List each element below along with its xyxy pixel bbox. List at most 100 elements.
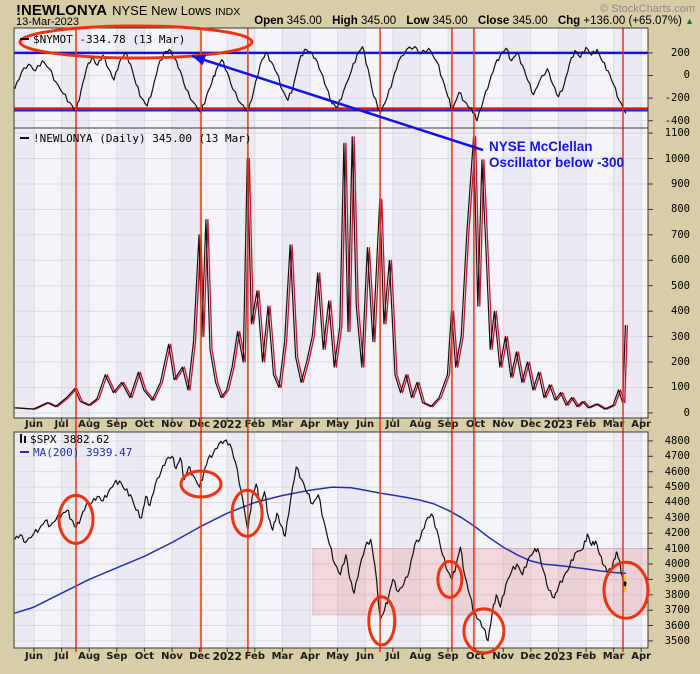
x-axis-label: Aug: [409, 419, 432, 430]
y-axis-label: 4700: [664, 450, 690, 463]
x-axis-label: Oct: [465, 419, 486, 430]
y-axis-label: 0: [683, 406, 690, 419]
x-axis-label: May: [326, 419, 350, 430]
x-axis-label: Jun: [356, 651, 375, 662]
y-axis-label: -200: [664, 92, 690, 105]
x-axis-label: Sep: [106, 419, 128, 430]
chg-up-triangle-icon: ▲: [685, 16, 694, 26]
y-axis-label: 1000: [664, 152, 690, 165]
y-axis-label: 100: [671, 381, 690, 394]
y-axis-label: 4200: [664, 527, 690, 540]
chg-value: +136.00 (+65.07%): [583, 15, 682, 27]
y-axis-label: 4400: [664, 496, 690, 509]
x-axis-label: 2022: [212, 419, 242, 431]
y-axis-label: 3800: [664, 588, 690, 601]
x-axis-label: Nov: [492, 651, 515, 662]
x-axis-label: 2022: [212, 651, 242, 663]
y-axis-label: 4500: [664, 481, 690, 494]
x-axis-label: May: [326, 651, 350, 662]
symbol-name: NYSE New Lows: [112, 3, 212, 18]
y-axis-label: 3700: [664, 604, 690, 617]
y-axis-label: 0: [683, 69, 690, 82]
x-axis-label: Jun: [356, 419, 375, 430]
y-axis-label: 4000: [664, 558, 690, 570]
spx-legend: $SPX 3882.62: [19, 433, 109, 446]
x-axis-label: Oct: [134, 419, 154, 430]
y-axis-label: -400: [664, 114, 690, 127]
y-axis-label: 500: [671, 279, 690, 292]
x-axis-label: Sep: [106, 651, 128, 662]
spx-legend-label: $SPX 3882.62: [30, 433, 110, 446]
x-axis-label: Dec: [520, 419, 542, 430]
x-axis-label: Mar: [602, 651, 625, 662]
y-axis-label: 300: [671, 330, 690, 343]
symbol-title: !NEWLONYA: [16, 2, 108, 19]
y-axis-label: 400: [671, 305, 690, 318]
y-axis-label: 4100: [664, 542, 690, 555]
x-axis-label: Apr: [300, 651, 320, 662]
high-label: High: [332, 15, 358, 27]
y-axis-label: 3500: [664, 634, 690, 647]
high-value: 345.00: [360, 15, 397, 27]
y-axis-label: 200: [671, 46, 690, 59]
oscillator-legend: $NYMOT -334.78 (13 Mar): [20, 33, 185, 46]
x-axis-label: 2023: [543, 651, 573, 663]
ma-legend: MA(200) 3939.47: [20, 446, 132, 459]
chart-header: !NEWLONYA NYSE New Lows INDX: [16, 2, 240, 20]
newlows-legend: !NEWLONYA (Daily) 345.00 (13 Mar): [20, 132, 252, 145]
y-axis-label: 900: [671, 177, 690, 190]
oscillator-line-swatch-icon: [20, 38, 29, 40]
y-axis-label: 1100: [664, 127, 690, 140]
x-axis-label: Dec: [189, 419, 211, 430]
y-axis-label: 700: [671, 228, 690, 241]
x-axis-label: Jul: [54, 651, 69, 662]
close-label: Close: [477, 15, 510, 27]
x-axis-label: Jun: [25, 419, 43, 430]
annotation-line1: NYSE McClellan: [489, 139, 593, 154]
symbol-exchange: INDX: [215, 6, 241, 18]
copyright-label: © StockCharts.com: [600, 3, 695, 15]
candlestick-icon: [19, 434, 27, 443]
x-axis-label: Aug: [78, 651, 101, 662]
x-axis-label: Sep: [437, 419, 459, 430]
x-axis-label: Apr: [300, 419, 320, 430]
x-axis-label: Jul: [54, 419, 69, 430]
x-axis-label: Feb: [575, 651, 597, 662]
y-axis-label: 4300: [664, 511, 690, 524]
x-axis-label: Feb: [244, 651, 265, 662]
annotation-line2: Oscillator below -300: [489, 155, 625, 170]
y-axis-label: 600: [671, 254, 690, 267]
close-value: 345.00: [512, 15, 548, 27]
x-axis-label: Oct: [465, 651, 486, 662]
low-value: 345.00: [432, 15, 468, 27]
x-axis-label: Oct: [134, 651, 154, 662]
x-axis-label: Feb: [575, 419, 597, 430]
newlows-legend-label: !NEWLONYA (Daily) 345.00 (13 Mar): [33, 132, 252, 145]
x-axis-label: Aug: [409, 651, 432, 662]
x-axis-label: Mar: [602, 419, 625, 430]
y-axis-label: 3600: [664, 619, 690, 632]
x-axis-label: Jul: [385, 419, 400, 430]
x-axis-label: Mar: [271, 419, 294, 430]
x-axis-label: Sep: [437, 651, 459, 662]
x-axis-label: Nov: [161, 419, 183, 430]
newlows-line-swatch-icon: [20, 137, 29, 139]
y-axis-label: 4800: [664, 434, 690, 447]
x-axis-label: Nov: [492, 419, 515, 430]
x-axis-label: Mar: [271, 651, 294, 662]
x-axis-label: Aug: [78, 419, 101, 430]
x-axis-label: Nov: [161, 651, 183, 662]
x-axis-label: Dec: [520, 651, 542, 662]
ohlc-readout: Open 345.00 High 345.00 Low 345.00 Close…: [254, 15, 694, 27]
y-axis-label: 3900: [664, 573, 690, 586]
y-axis-label: 200: [671, 356, 690, 369]
oscillator-legend-label: $NYMOT -334.78 (13 Mar): [33, 33, 186, 46]
ma-line-swatch-icon: [20, 451, 29, 453]
chg-label: Chg: [557, 15, 581, 27]
x-axis-label: 2023: [543, 419, 573, 431]
x-axis-label: Dec: [189, 651, 211, 662]
ma-legend-label: MA(200) 3939.47: [33, 446, 133, 459]
x-axis-label: Apr: [631, 651, 652, 662]
